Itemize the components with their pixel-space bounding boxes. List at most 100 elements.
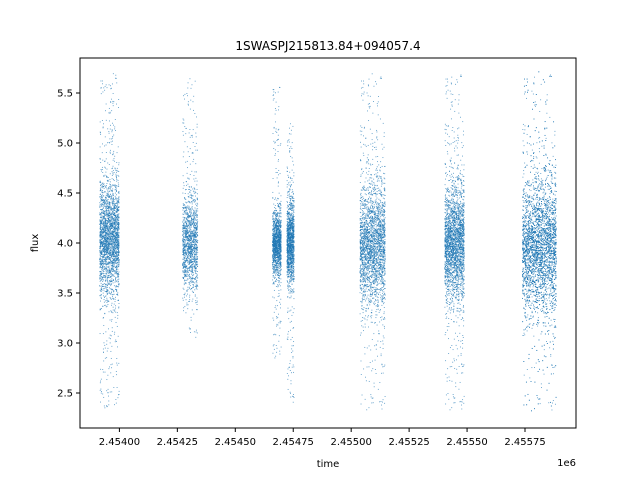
- data-point: [183, 270, 185, 271]
- data-point: [118, 394, 120, 395]
- data-point: [273, 89, 275, 91]
- data-point: [194, 80, 196, 82]
- data-point: [194, 215, 196, 217]
- data-point: [116, 364, 118, 366]
- data-point: [112, 192, 114, 194]
- data-point: [109, 229, 111, 231]
- data-point: [115, 268, 117, 270]
- data-point: [106, 249, 108, 251]
- data-point: [104, 262, 106, 264]
- data-point: [191, 209, 193, 210]
- data-point: [103, 229, 105, 231]
- data-point: [193, 210, 195, 212]
- data-point: [114, 224, 116, 226]
- data-point: [115, 217, 117, 219]
- data-point: [188, 178, 190, 180]
- data-point: [184, 250, 186, 252]
- data-point: [112, 241, 113, 243]
- data-point: [194, 282, 196, 284]
- data-point: [196, 205, 198, 207]
- data-point: [101, 283, 103, 285]
- data-point: [108, 280, 110, 282]
- data-point: [194, 258, 196, 260]
- data-point: [108, 300, 110, 302]
- data-point: [183, 95, 185, 97]
- data-point: [107, 289, 108, 291]
- data-point: [184, 279, 186, 281]
- data-point: [186, 210, 188, 212]
- data-point: [186, 243, 188, 245]
- data-point: [184, 220, 186, 222]
- data-point: [274, 141, 276, 143]
- data-point: [109, 280, 111, 282]
- data-point: [187, 304, 189, 306]
- data-point: [112, 239, 114, 241]
- data-point: [101, 258, 103, 260]
- data-point: [100, 214, 102, 216]
- data-point: [195, 287, 197, 289]
- data-point: [105, 253, 107, 255]
- data-point: [273, 344, 275, 346]
- data-point: [109, 261, 111, 263]
- data-point: [106, 223, 108, 224]
- data-point: [191, 201, 193, 203]
- data-point: [196, 184, 198, 186]
- data-point: [105, 242, 106, 244]
- data-point: [105, 304, 107, 306]
- data-point: [100, 380, 102, 382]
- data-point: [105, 228, 107, 230]
- data-point: [106, 305, 108, 307]
- data-point: [112, 226, 114, 228]
- data-point: [117, 146, 119, 148]
- data-point: [110, 255, 112, 257]
- data-point: [116, 152, 118, 154]
- data-point: [112, 154, 114, 156]
- data-point: [275, 272, 277, 274]
- data-point: [193, 222, 195, 224]
- data-point: [99, 205, 101, 207]
- data-point: [101, 245, 103, 247]
- data-point: [100, 239, 102, 241]
- data-point: [110, 219, 111, 221]
- data-point: [104, 85, 106, 87]
- data-point: [118, 252, 120, 254]
- data-point: [99, 266, 101, 267]
- data-point: [101, 250, 102, 252]
- data-point: [101, 269, 103, 271]
- data-point: [193, 217, 195, 219]
- data-point: [116, 211, 118, 212]
- data-point: [106, 237, 108, 239]
- data-point: [110, 243, 112, 245]
- data-point: [194, 251, 196, 253]
- data-point: [110, 240, 112, 242]
- data-point: [183, 242, 185, 244]
- data-point: [100, 291, 102, 292]
- data-point: [277, 174, 279, 176]
- data-point: [113, 280, 115, 281]
- data-point: [112, 211, 114, 213]
- data-point: [113, 228, 115, 230]
- data-point: [107, 277, 109, 278]
- data-point: [106, 217, 108, 219]
- data-point: [103, 224, 105, 226]
- data-point: [191, 235, 193, 237]
- data-point: [195, 273, 197, 274]
- data-point: [115, 230, 117, 232]
- data-point: [102, 91, 104, 93]
- data-point: [195, 244, 197, 246]
- data-point: [113, 240, 114, 242]
- data-point: [117, 170, 119, 172]
- data-point: [100, 198, 102, 200]
- data-point: [112, 152, 114, 154]
- data-point: [109, 181, 111, 183]
- data-point: [116, 258, 118, 259]
- data-point: [190, 316, 192, 318]
- data-point: [111, 218, 112, 220]
- data-point: [186, 229, 188, 230]
- data-point: [117, 251, 119, 253]
- data-point: [192, 298, 194, 300]
- data-point: [117, 272, 119, 274]
- data-point: [105, 221, 106, 222]
- data-point: [102, 208, 104, 209]
- data-point: [106, 272, 108, 274]
